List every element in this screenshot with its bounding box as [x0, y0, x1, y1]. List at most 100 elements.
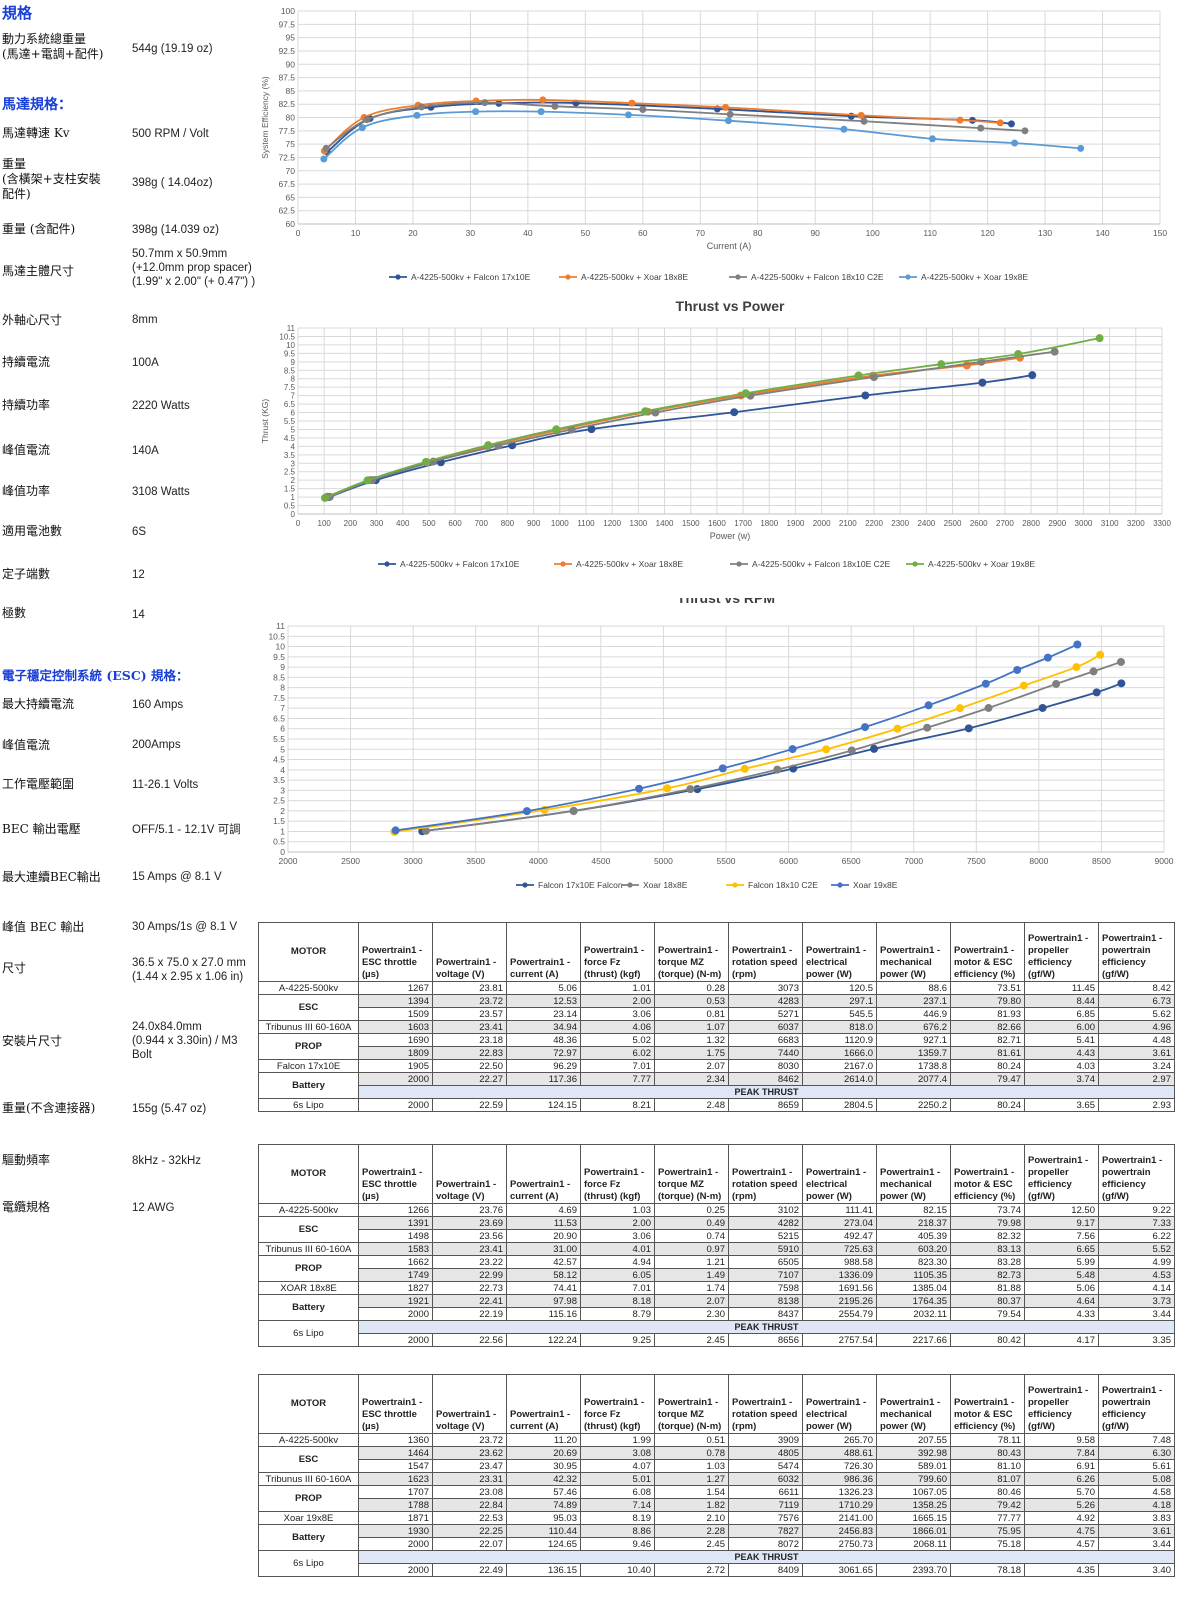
esc-label: 尺寸 — [2, 961, 27, 975]
table-cell: 23.81 — [432, 981, 507, 995]
esc-value: 160 Amps — [132, 699, 184, 711]
y-tick-label: 70 — [286, 166, 296, 176]
table-cell: 2.00 — [580, 1216, 655, 1230]
table-cell: 1.03 — [654, 1459, 729, 1473]
data-point — [860, 117, 868, 125]
table-cell: 1662 — [358, 1255, 433, 1269]
series-line — [395, 643, 1078, 832]
x-tick-label: 2800 — [1022, 519, 1040, 528]
x-tick-label: 1200 — [603, 519, 621, 528]
column-header: Powertrain1 - rotation speed (rpm) — [728, 1144, 803, 1204]
table-cell: 446.9 — [876, 1007, 951, 1021]
row-group-label: 6s Lipo — [258, 1550, 359, 1577]
x-tick-label: 2400 — [917, 519, 935, 528]
x-tick-label: 20 — [408, 228, 418, 238]
table-cell: 1.07 — [654, 1020, 729, 1034]
table-cell: 7.84 — [1024, 1446, 1099, 1460]
thrust-vs-rpm-chart: Thrust vs RPM 00.511.522.533.544.555.566.… — [268, 598, 1174, 890]
peak-cell: 2250.2 — [876, 1098, 951, 1112]
table-cell: 5.70 — [1024, 1485, 1099, 1499]
y-tick-label: 11 — [276, 621, 285, 631]
table-cell: 79.47 — [950, 1072, 1025, 1086]
table-cell: 1.99 — [580, 1433, 655, 1447]
y-tick-label: 8.5 — [273, 672, 285, 682]
row-group-label: XOAR 18x8E — [258, 1281, 359, 1295]
esc-label: 重量(不含連接器) — [2, 1101, 96, 1115]
table-row: Tribunus III 60-160A 1623 23.31 42.32 5.01 1.… — [258, 1472, 1175, 1486]
data-point — [1052, 679, 1061, 688]
data-point — [639, 106, 647, 114]
table-cell: 4.57 — [1024, 1537, 1099, 1551]
table-cell: 83.28 — [950, 1255, 1025, 1269]
data-point — [1013, 665, 1022, 674]
table-row: 1498 23.56 20.90 3.06 0.74 5215 492.47 405.39 82… — [259, 1229, 1175, 1243]
column-header: Powertrain1 - current (A) — [506, 922, 581, 982]
legend-swatch-marker — [522, 882, 528, 888]
table-cell: 8.79 — [580, 1307, 655, 1321]
table-row: A-4225-500kv 1266 23.76 4.69 1.03 0.25 3102 111… — [258, 1203, 1175, 1217]
table-cell: 11.53 — [506, 1216, 581, 1230]
table-cell: 5.41 — [1024, 1033, 1099, 1047]
table-row: Battery 1930 22.25 110.44 8.86 2.28 7827 2456.8… — [258, 1524, 1175, 1551]
table-cell: 22.25 — [432, 1524, 507, 1538]
table-cell: 4.92 — [1024, 1511, 1099, 1525]
y-tick-label: 9.5 — [284, 349, 296, 358]
data-point — [628, 99, 636, 107]
table-cell: 22.41 — [432, 1294, 507, 1308]
data-point — [421, 826, 430, 835]
y-tick-label: 5.5 — [284, 417, 296, 426]
table-cell: 2614.0 — [802, 1072, 877, 1086]
data-point — [1043, 653, 1052, 662]
table-cell: 2000 — [358, 1307, 433, 1321]
peak-cell: 2804.5 — [802, 1098, 877, 1112]
x-tick-label: 9000 — [1155, 856, 1174, 866]
y-tick-label: 2.5 — [273, 796, 285, 806]
column-header: Powertrain1 - ESC throttle (µs) — [358, 1374, 433, 1434]
motor-label: 定子端數 — [2, 567, 51, 581]
table-cell: 8.18 — [580, 1294, 655, 1308]
table-cell: 2000 — [358, 1072, 433, 1086]
table-cell: 1267 — [358, 981, 433, 995]
table-cell: 1394 — [358, 994, 433, 1008]
row-group-label: Battery — [258, 1524, 359, 1551]
row-group-label: ESC — [258, 994, 359, 1021]
peak-thrust-label: PEAK THRUST — [358, 1320, 1175, 1334]
motor-value: 14 — [132, 609, 145, 621]
table-cell: 9.17 — [1024, 1216, 1099, 1230]
table-cell: 7.48 — [1098, 1433, 1175, 1447]
data-point — [964, 724, 973, 733]
legend-label: A-4225-500kv + Xoar 18x8E — [576, 559, 683, 569]
legend-label: A-4225-500kv + Falcon 17x10E — [411, 272, 531, 282]
data-point — [686, 785, 695, 794]
table-cell: 6.05 — [580, 1268, 655, 1282]
x-tick-label: 8500 — [1092, 856, 1111, 866]
peak-cell: 136.15 — [506, 1563, 581, 1577]
legend-label: A-4225-500kv + Falcon 18x10 C2E — [751, 272, 884, 282]
x-tick-label: 1800 — [760, 519, 778, 528]
motor-label: 重量 (含橫架+支柱安裝 配件) — [2, 157, 101, 201]
data-point — [726, 110, 734, 118]
column-header: Powertrain1 - current (A) — [506, 1374, 581, 1434]
x-tick-label: 2300 — [891, 519, 909, 528]
x-tick-label: 2500 — [341, 856, 360, 866]
data-point — [1021, 127, 1029, 135]
data-point — [1038, 703, 1047, 712]
data-point — [718, 764, 727, 773]
peak-thrust-row: 2000 22.49 136.15 10.40 2.72 8409 3061.65 2393.… — [259, 1563, 1175, 1577]
y-tick-label: 4.5 — [284, 434, 296, 443]
test-table: MOTOR Powertrain1 - ESC throttle (µs) Powe… — [258, 922, 1175, 1112]
table-cell: 1921 — [358, 1294, 433, 1308]
table-cell: 2068.11 — [876, 1537, 951, 1551]
table-cell: 42.32 — [506, 1472, 581, 1486]
table-cell: 927.1 — [876, 1033, 951, 1047]
esc-label: 最大持續電流 — [2, 697, 75, 711]
table-cell: 34.94 — [506, 1020, 581, 1034]
x-tick-label: 8000 — [1029, 856, 1048, 866]
table-cell: 42.57 — [506, 1255, 581, 1269]
table-cell: 2554.79 — [802, 1307, 877, 1321]
column-header: Powertrain1 - torque MZ (torque) (N-m) — [654, 922, 729, 982]
data-point — [522, 807, 531, 816]
data-point — [1028, 371, 1037, 380]
table-cell: 1509 — [358, 1007, 433, 1021]
table-cell: 8.44 — [1024, 994, 1099, 1008]
